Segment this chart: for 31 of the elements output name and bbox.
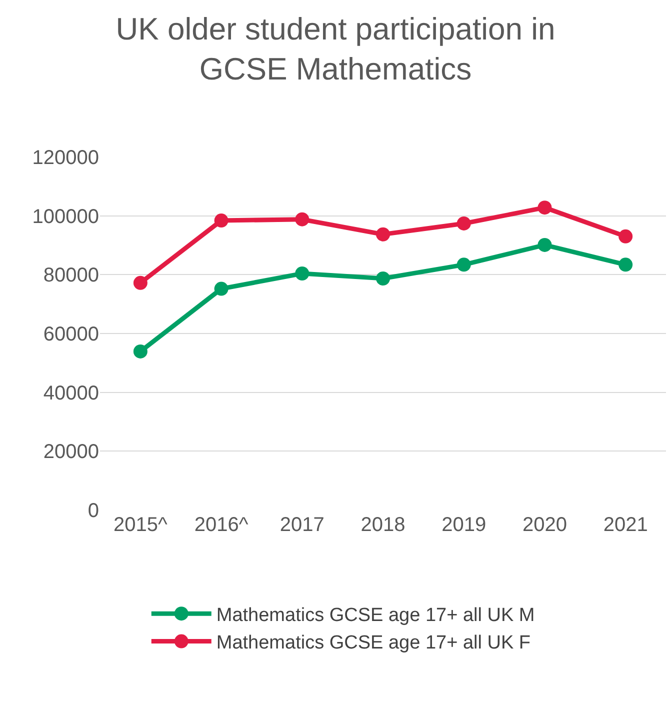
point [376, 227, 390, 242]
y-tick-label: 20000 [43, 441, 99, 464]
point [214, 214, 228, 228]
y-tick-label: 0 [88, 500, 99, 522]
point [618, 258, 633, 272]
point [376, 271, 390, 286]
x-tick-label: 2021 [603, 514, 648, 536]
point [295, 212, 310, 226]
x-tick-label: 2019 [442, 514, 486, 536]
point [133, 276, 148, 290]
y-tick-label: 60000 [43, 324, 99, 346]
x-tick-label: 2020 [522, 514, 567, 536]
point [295, 266, 310, 280]
point [456, 216, 471, 230]
point [214, 282, 228, 296]
x-tick-label: 2016^ [194, 514, 249, 536]
y-tick-label: 100000 [32, 206, 99, 228]
y-tick-label: 40000 [43, 382, 99, 404]
x-tick-label: 2015^ [113, 514, 168, 536]
point [133, 344, 148, 358]
legend-label: Mathematics GCSE age 17+ all UK M [216, 604, 535, 626]
legend-label: Mathematics GCSE age 17+ all UK F [216, 632, 531, 654]
chart-title: UK older student participation in GCSE Mathematics [116, 11, 556, 87]
x-tick-label: 2018 [360, 514, 406, 536]
point [538, 200, 552, 215]
y-tick-label: 80000 [43, 264, 99, 287]
point [538, 238, 552, 252]
point [618, 229, 633, 244]
y-tick-label: 120000 [32, 147, 99, 169]
point [456, 258, 471, 272]
x-tick-label: 2017 [280, 514, 324, 536]
